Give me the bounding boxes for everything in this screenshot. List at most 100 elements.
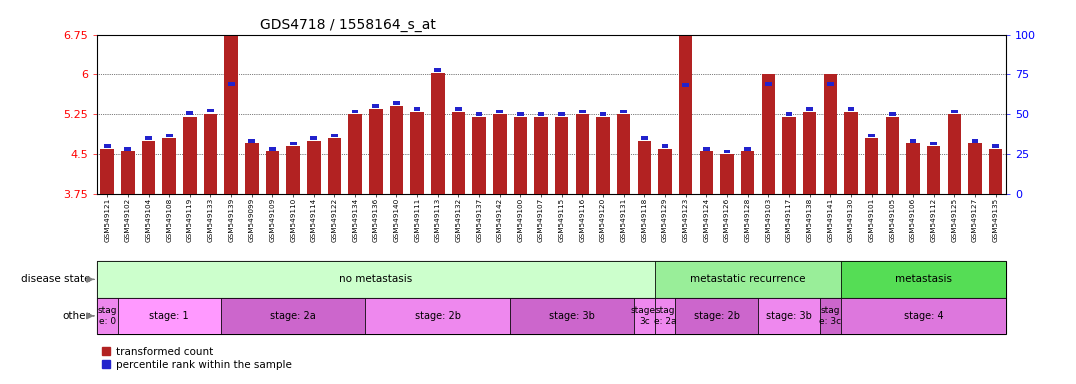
Text: stage: 1: stage: 1	[150, 311, 189, 321]
Bar	[989, 149, 1003, 194]
Bar	[558, 113, 565, 116]
Bar	[848, 107, 854, 111]
Bar	[972, 139, 978, 143]
Bar	[145, 136, 152, 140]
Bar	[97, 298, 117, 334]
Bar	[125, 147, 131, 151]
Bar	[576, 114, 590, 194]
Bar	[289, 142, 297, 145]
Bar	[493, 114, 507, 194]
Bar	[100, 149, 114, 194]
Bar	[186, 111, 194, 115]
Bar	[435, 68, 441, 72]
Bar	[249, 139, 255, 143]
Bar	[596, 117, 610, 194]
Bar	[472, 117, 486, 194]
Bar	[655, 261, 840, 298]
Bar	[183, 117, 197, 194]
Bar	[806, 107, 813, 111]
Text: stage: 4: stage: 4	[904, 311, 944, 321]
Bar	[720, 154, 734, 194]
Bar	[676, 298, 759, 334]
Bar	[390, 106, 404, 194]
Bar	[331, 134, 338, 137]
Bar	[97, 261, 655, 298]
Bar	[659, 149, 671, 194]
Bar	[208, 109, 214, 113]
Bar	[203, 114, 217, 194]
Text: other: other	[62, 311, 90, 321]
Bar	[510, 298, 634, 334]
Text: metastatic recurrence: metastatic recurrence	[690, 274, 806, 285]
Bar	[393, 101, 400, 105]
Bar	[372, 104, 379, 108]
Text: stage: 2a: stage: 2a	[270, 311, 316, 321]
Bar	[513, 117, 527, 194]
Bar	[538, 113, 544, 116]
Bar	[162, 138, 175, 194]
Bar	[328, 138, 341, 194]
Bar	[889, 113, 895, 116]
Text: metastasis: metastasis	[895, 274, 952, 285]
Bar	[803, 112, 817, 194]
Bar	[782, 117, 796, 194]
Bar	[225, 36, 238, 194]
Bar	[518, 113, 524, 116]
Bar	[245, 144, 258, 194]
Bar	[679, 36, 693, 194]
Bar	[228, 82, 235, 86]
Bar	[865, 138, 878, 194]
Bar	[166, 134, 172, 137]
Bar	[951, 110, 958, 113]
Bar	[634, 298, 655, 334]
Text: stag
e: 2a: stag e: 2a	[654, 306, 677, 326]
Bar	[820, 298, 840, 334]
Bar	[845, 112, 858, 194]
Bar	[142, 141, 155, 194]
Bar	[266, 151, 279, 194]
Bar	[349, 114, 362, 194]
Bar	[909, 139, 917, 143]
Bar	[307, 141, 321, 194]
Bar	[369, 109, 383, 194]
Bar	[638, 141, 651, 194]
Bar	[617, 114, 631, 194]
Bar	[286, 146, 300, 194]
Bar	[759, 298, 820, 334]
Bar	[785, 113, 792, 116]
Text: stag
e: 3c: stag e: 3c	[819, 306, 841, 326]
Bar	[410, 112, 424, 194]
Text: stage: 2b: stage: 2b	[694, 311, 740, 321]
Bar	[352, 110, 358, 113]
Text: no metastasis: no metastasis	[339, 274, 412, 285]
Bar	[599, 113, 607, 116]
Text: GDS4718 / 1558164_s_at: GDS4718 / 1558164_s_at	[260, 18, 437, 32]
Bar	[476, 113, 482, 116]
Bar	[824, 74, 837, 194]
Bar	[555, 117, 568, 194]
Legend: transformed count, percentile rank within the sample: transformed count, percentile rank withi…	[102, 347, 292, 370]
Bar	[703, 147, 710, 151]
Bar	[868, 134, 875, 137]
Bar	[762, 74, 775, 194]
Bar	[117, 298, 221, 334]
Text: stage: 2b: stage: 2b	[414, 311, 461, 321]
Bar	[928, 146, 940, 194]
Bar	[366, 298, 510, 334]
Bar	[122, 151, 134, 194]
Bar	[452, 112, 465, 194]
Bar	[655, 298, 676, 334]
Bar	[724, 149, 731, 153]
Text: disease state: disease state	[22, 274, 90, 285]
Bar	[455, 107, 462, 111]
Text: stage:
3c: stage: 3c	[631, 306, 659, 326]
Bar	[992, 144, 1000, 148]
Bar	[103, 144, 111, 148]
Bar	[827, 82, 834, 86]
Bar	[886, 117, 900, 194]
Bar	[840, 298, 1006, 334]
Bar	[641, 136, 648, 140]
Text: stag
e: 0: stag e: 0	[98, 306, 117, 326]
Bar	[931, 142, 937, 145]
Bar	[741, 151, 754, 194]
